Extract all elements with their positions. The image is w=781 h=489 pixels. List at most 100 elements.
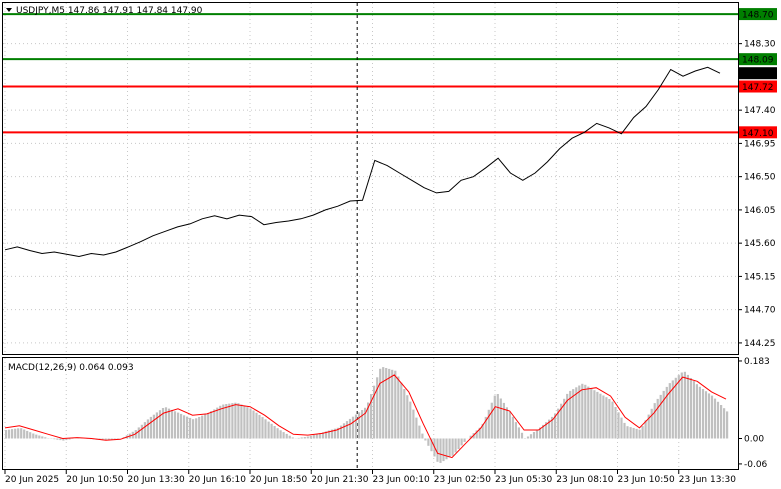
macd-bar [65,438,68,441]
macd-bar [656,398,659,439]
macd-bar [650,408,653,439]
macd-bar [243,405,246,439]
macd-bar [382,367,385,439]
macd-bar [324,431,327,439]
macd-bar [575,387,578,439]
level-price-badge [739,8,777,21]
macd-bar [161,408,165,439]
macd-bar [231,403,234,439]
macd-bar [457,438,460,449]
macd-bar [201,415,204,439]
price-line [4,66,721,258]
macd-bar [406,395,409,439]
level-price-badge [739,80,777,93]
macd-bar [511,416,514,439]
macd-bar [475,430,478,439]
macd-bar [689,378,692,439]
macd-bar [17,428,20,439]
macd-bar [668,383,671,439]
macd-bar [62,438,65,441]
macd-bar [149,416,152,439]
macd-bar [207,412,210,439]
macd-bar [276,428,279,439]
macd-bar [427,438,430,446]
macd-bar [198,417,201,439]
macd-bar [234,402,237,439]
macd-bar [255,412,258,439]
macd-bar [137,427,140,439]
macd-bar [671,380,674,439]
macd-bar [701,389,705,439]
macd-bar [590,388,593,439]
macd-bar [116,438,119,439]
macd-bar [451,438,454,456]
macd-bar [629,427,632,439]
macd-bar [620,417,623,439]
level-price-label: 148.70 [742,11,774,21]
macd-bar [596,391,599,439]
macd-bar [216,407,219,439]
macd-bar [418,425,421,439]
macd-bar [539,427,542,439]
macd-bar [677,375,680,439]
macd-bar [611,401,614,439]
macd-bar [267,421,270,439]
macd-bar [246,407,249,439]
macd-bar [189,417,192,439]
macd-bar [442,438,445,462]
macd-bar [496,394,499,439]
macd-bar [56,438,59,440]
macd-bar [526,436,530,439]
macd-bar [710,395,714,439]
macd-bar [26,430,29,439]
macd-bar [484,416,487,439]
macd-bar [499,398,502,439]
macd-bar [720,405,723,439]
macd-bar [339,425,343,439]
macd-bar [686,374,689,439]
macd-bar [653,403,656,439]
collapse-arrow-icon[interactable] [6,8,12,12]
macd-bar [5,430,8,439]
macd-bar [723,408,726,439]
macd-bar [566,393,569,439]
macd-bar [345,421,349,439]
macd-signal-line [4,374,727,459]
macd-bar [167,408,171,439]
macd-bar [367,402,370,439]
macd-bar [315,434,318,439]
macd-bar [318,433,321,439]
macd-bar [490,402,493,439]
macd-bar [300,437,303,439]
macd-bar [412,409,415,439]
macd-bar [692,381,695,439]
macd-bar [38,435,41,439]
macd-bar [493,395,496,439]
macd-bar [228,403,231,439]
macd-bar [354,414,358,439]
time-tick-label: 23 Jun 10:50 [618,475,675,485]
macd-bar [53,438,56,440]
macd-bar [517,427,520,439]
macd-bar [563,398,566,439]
macd-bar [514,422,517,439]
macd-bar [11,429,14,439]
macd-bar [41,436,44,439]
time-tick-label: 20 Jun 2025 [5,475,59,485]
macd-bar [623,422,626,439]
macd-bar [548,419,551,439]
macd-bar [186,416,189,439]
current-price-badge [739,67,777,80]
time-tick-label: 23 Jun 02:50 [434,475,491,485]
macd-bar [683,371,686,439]
macd-bar [107,438,110,441]
macd-bar [261,417,264,439]
macd-bar [680,372,683,439]
price-tick-label: 145.15 [744,272,776,282]
horizontal-levels: 148.70 148.09 147.72 147.10 [3,8,777,139]
macd-bar [330,429,333,439]
macd-bar [626,426,629,439]
macd-bar [152,414,155,439]
macd-bar [44,437,47,439]
